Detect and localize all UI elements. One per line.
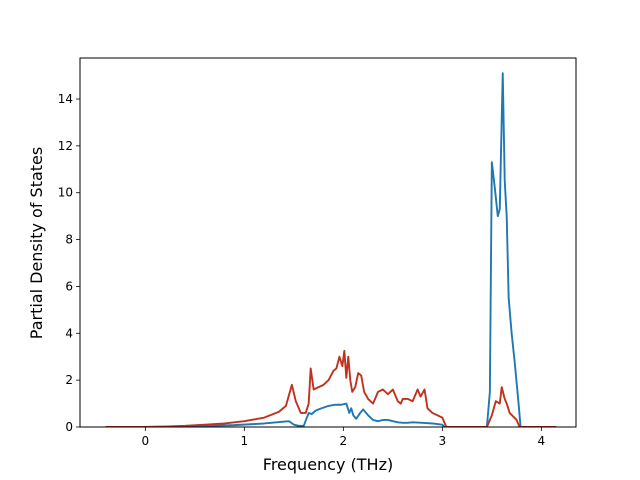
plot-area [105,72,557,427]
series-line-1 [105,72,557,427]
y-axis: 0 2 4 6 8 10 12 14 [58,92,80,434]
x-tick-label: 3 [439,434,447,448]
y-tick-label: 4 [65,326,73,340]
y-tick-label: 0 [65,420,73,434]
y-tick-label: 2 [65,373,73,387]
y-tick-label: 8 [65,233,73,247]
x-axis: 0 1 2 3 4 [142,427,546,448]
y-axis-label: Partial Density of States [27,147,46,339]
axes-frame [79,57,577,428]
x-tick-label: 4 [538,434,546,448]
y-tick-label: 6 [65,279,73,293]
x-tick-label: 0 [142,434,150,448]
y-tick-label: 12 [58,139,73,153]
x-tick-label: 1 [241,434,249,448]
y-tick-label: 10 [58,186,73,200]
x-tick-label: 2 [340,434,348,448]
y-tick-label: 14 [58,92,73,106]
x-axis-label: Frequency (THz) [263,455,393,474]
series-line-2 [105,349,557,427]
